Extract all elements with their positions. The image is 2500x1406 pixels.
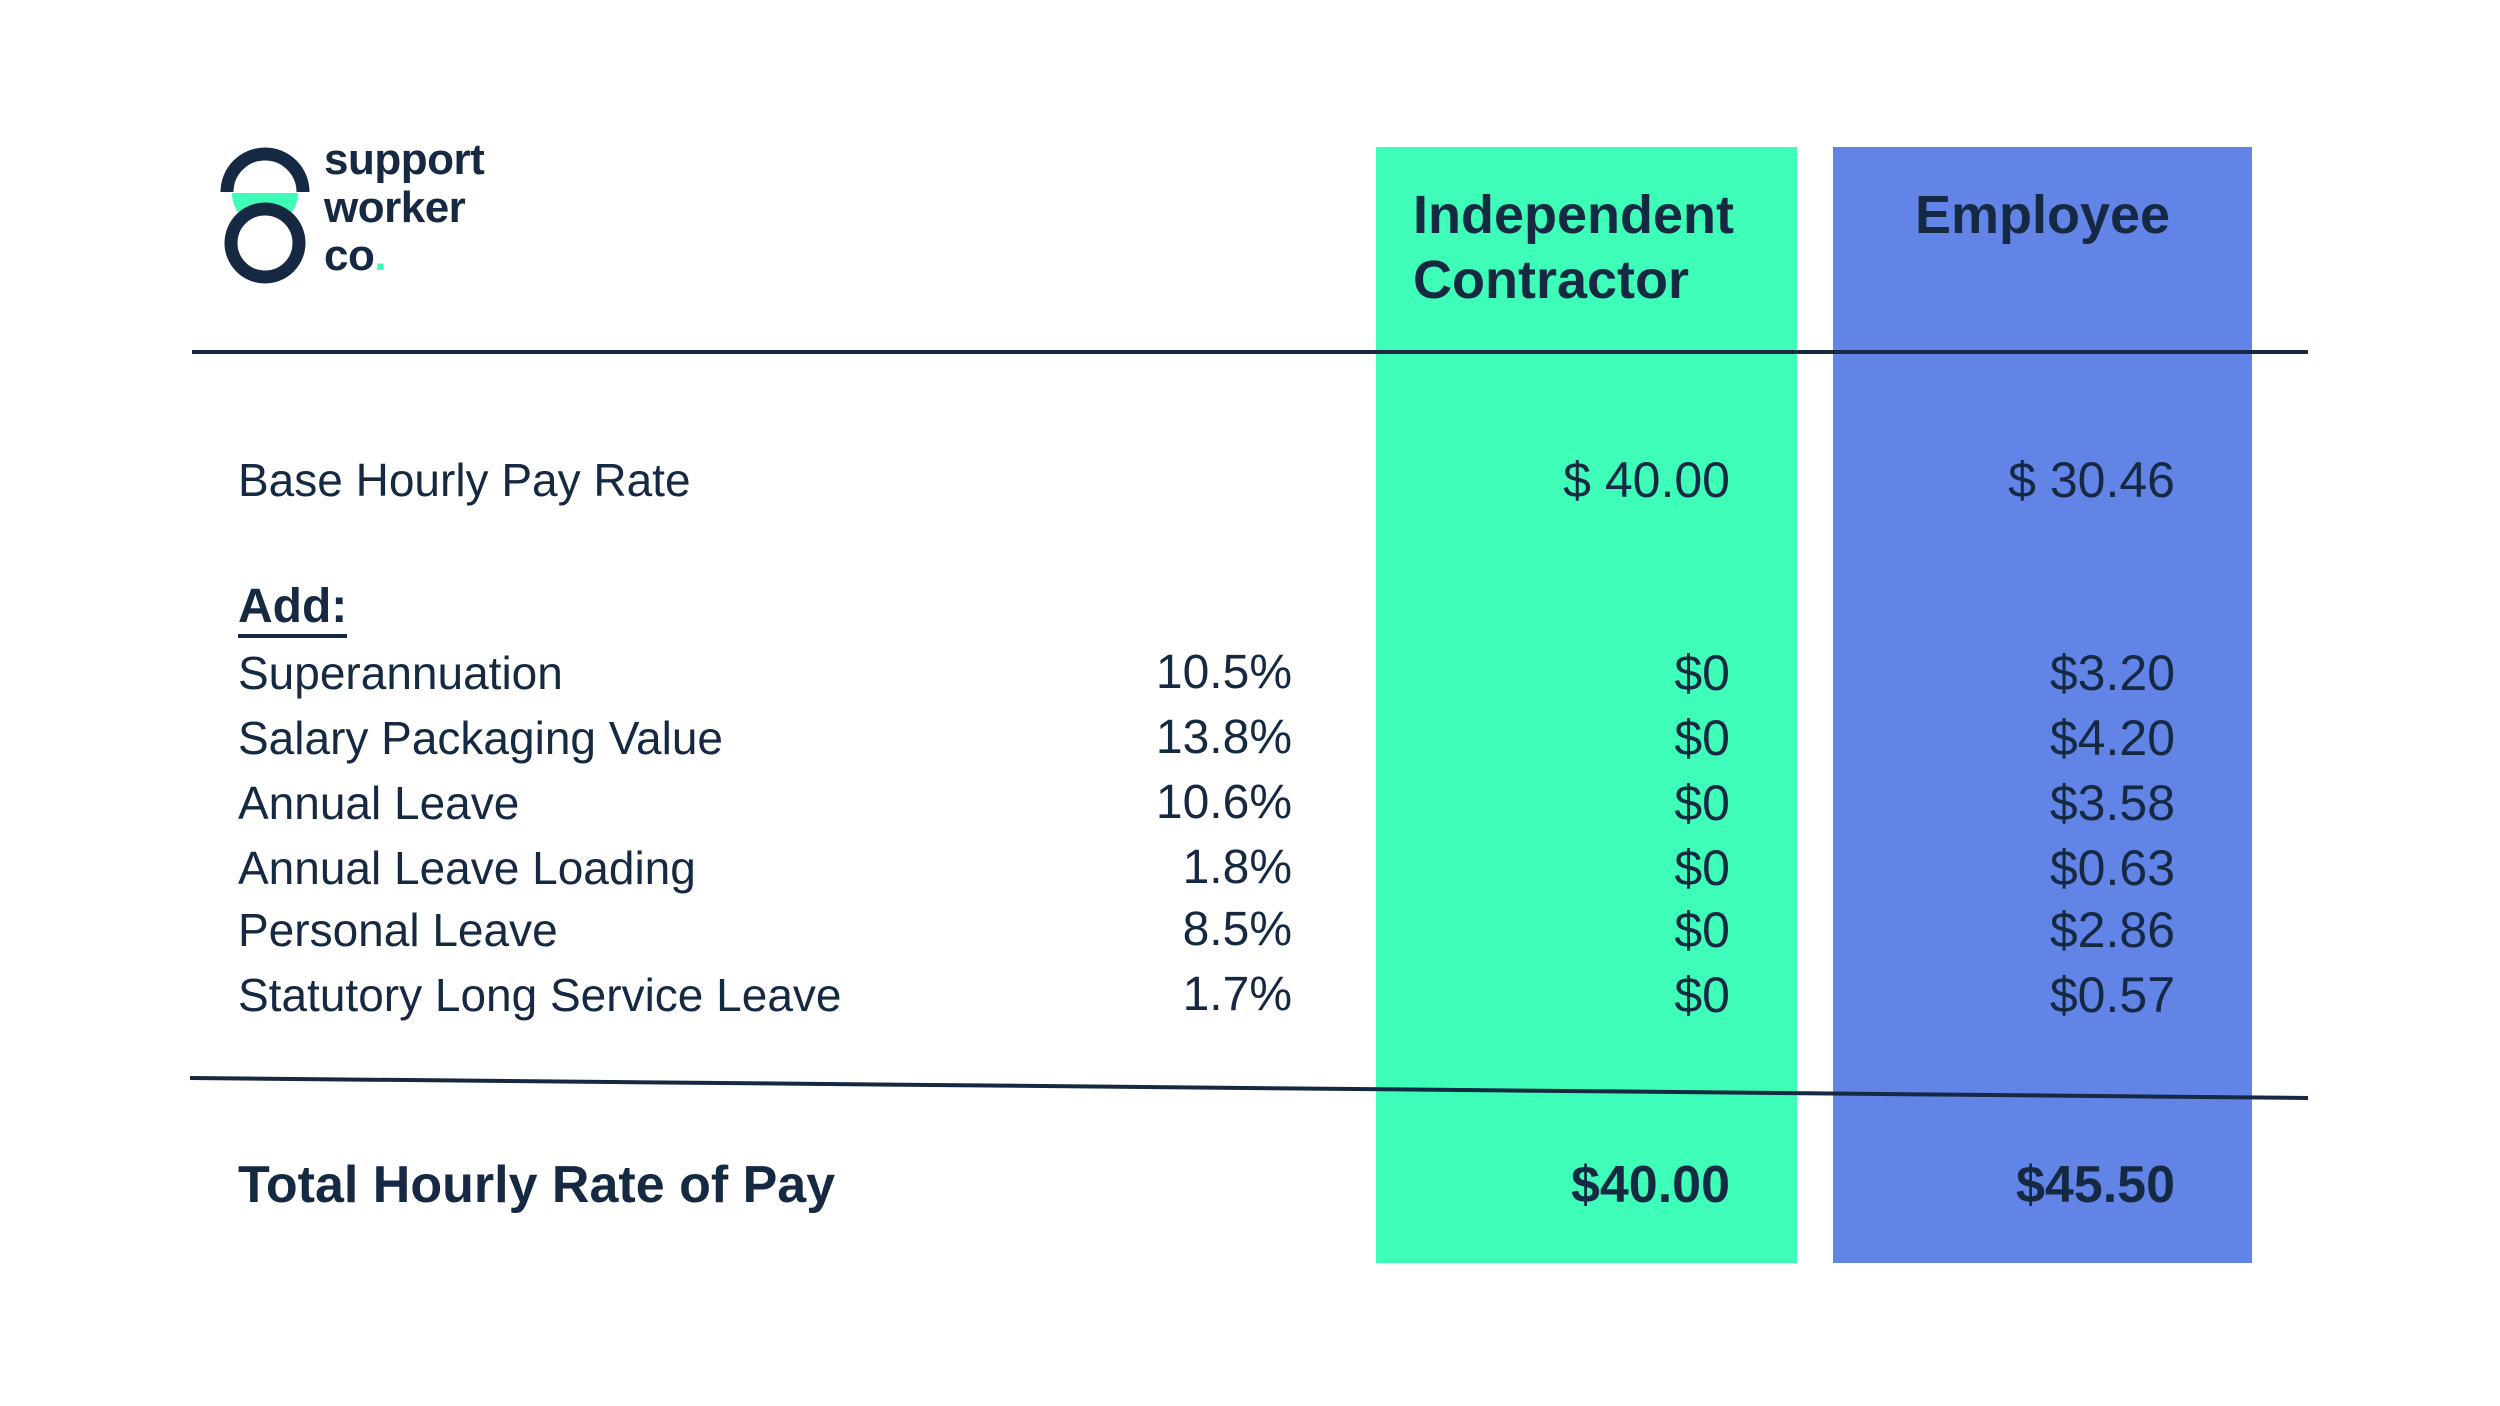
table-row: Statutory Long Service Leave 1.7% $0 $0.… bbox=[0, 963, 2500, 1027]
total-emp-value: $45.50 bbox=[2015, 1156, 2175, 1214]
brand-word-3: co. bbox=[324, 231, 387, 280]
row-percentage: 8.5% bbox=[1182, 903, 1292, 956]
column-header-independent-contractor: Independent Contractor bbox=[1413, 185, 1734, 310]
brand-dot: . bbox=[374, 231, 387, 280]
ic-value: $0 bbox=[1674, 710, 1730, 766]
row-percentage: 10.5% bbox=[1155, 646, 1292, 699]
emp-value: $0.63 bbox=[2049, 840, 2175, 896]
row-percentage: 1.7% bbox=[1182, 968, 1292, 1021]
emp-value: $ 30.46 bbox=[2008, 452, 2175, 508]
row-label: Superannuation bbox=[238, 647, 563, 699]
row-percentage: 10.6% bbox=[1155, 776, 1292, 829]
emp-value: $2.86 bbox=[2049, 902, 2175, 958]
emp-value: $3.20 bbox=[2049, 645, 2175, 701]
ic-value: $0 bbox=[1674, 645, 1730, 701]
emp-value: $3.58 bbox=[2049, 775, 2175, 831]
ic-value: $0 bbox=[1674, 967, 1730, 1023]
row-label: Salary Packaging Value bbox=[238, 712, 723, 764]
independent-contractor-column-band bbox=[1376, 147, 1797, 1263]
row-label: Base Hourly Pay Rate bbox=[238, 454, 691, 506]
brand-word-2: worker bbox=[324, 183, 466, 232]
table-row: Annual Leave 10.6% $0 $3.58 bbox=[0, 771, 2500, 835]
brand-logo-icon bbox=[220, 147, 310, 284]
row-label: Personal Leave bbox=[238, 904, 558, 956]
row-label: Annual Leave bbox=[238, 777, 520, 829]
table-row: Salary Packaging Value 13.8% $0 $4.20 bbox=[0, 706, 2500, 770]
ic-value: $0 bbox=[1674, 902, 1730, 958]
ic-value: $0 bbox=[1674, 840, 1730, 896]
total-label: Total Hourly Rate of Pay bbox=[238, 1156, 836, 1214]
brand-logo: support worker co. bbox=[220, 136, 485, 286]
brand-wordmark: support worker co. bbox=[324, 135, 485, 280]
emp-value: $0.57 bbox=[2049, 967, 2175, 1023]
ic-value: $ 40.00 bbox=[1563, 452, 1730, 508]
table-row-total: Total Hourly Rate of Pay $40.00 $45.50 bbox=[0, 1153, 2500, 1217]
row-label: Statutory Long Service Leave bbox=[238, 969, 842, 1021]
table-row: Annual Leave Loading 1.8% $0 $0.63 bbox=[0, 836, 2500, 900]
add-heading: Add: bbox=[238, 574, 348, 638]
emp-value: $4.20 bbox=[2049, 710, 2175, 766]
total-ic-value: $40.00 bbox=[1570, 1156, 1730, 1214]
table-row-base-rate: Base Hourly Pay Rate $ 40.00 $ 30.46 bbox=[0, 448, 2500, 512]
table-row-add-heading: Add: bbox=[0, 574, 2500, 638]
table-row: Superannuation 10.5% $0 $3.20 bbox=[0, 641, 2500, 705]
column-header-employee: Employee bbox=[1914, 185, 2171, 245]
row-label: Annual Leave Loading bbox=[238, 842, 696, 894]
employee-column-band bbox=[1833, 147, 2252, 1263]
brand-word-1: support bbox=[324, 135, 485, 184]
row-percentage: 13.8% bbox=[1155, 711, 1292, 764]
ic-value: $0 bbox=[1674, 775, 1730, 831]
row-percentage: 1.8% bbox=[1182, 841, 1292, 894]
table-row: Personal Leave 8.5% $0 $2.86 bbox=[0, 898, 2500, 962]
